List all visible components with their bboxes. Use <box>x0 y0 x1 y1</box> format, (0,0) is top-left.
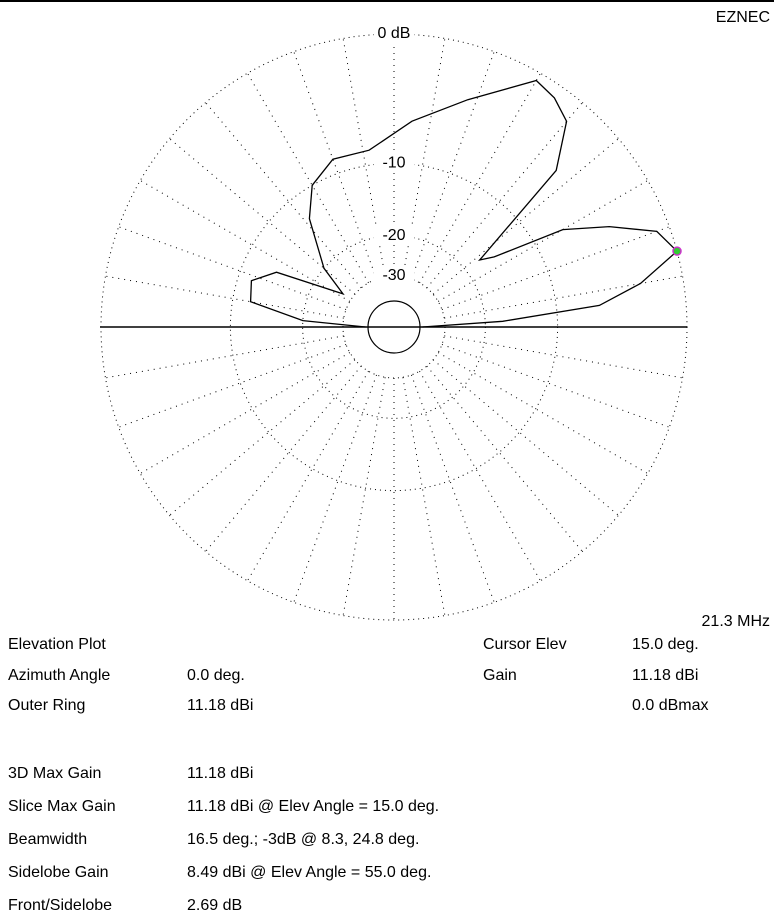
ring-label-bg <box>374 266 414 285</box>
info-text: Outer Ring <box>8 697 85 714</box>
spoke <box>441 343 670 428</box>
spoke <box>205 365 362 552</box>
spoke <box>444 275 683 319</box>
spoke <box>419 73 541 284</box>
spoke <box>169 359 356 516</box>
brand: EZNEC <box>716 9 770 26</box>
info-text: 15.0 deg. <box>632 636 699 653</box>
info-text: Slice Max Gain <box>8 798 116 815</box>
spoke <box>140 180 351 302</box>
info-text: Azimuth Angle <box>8 667 110 684</box>
spoke <box>105 335 344 379</box>
info-text: Cursor Elev <box>483 636 567 653</box>
info-text: 2.69 dB <box>187 897 242 914</box>
ring-label: 0 dB <box>378 25 411 42</box>
spoke <box>342 377 386 616</box>
spoke <box>247 370 369 581</box>
spoke <box>205 102 362 289</box>
info-text: Gain <box>483 667 517 684</box>
info-text: Sidelobe Gain <box>8 864 109 881</box>
spoke <box>105 275 344 319</box>
spoke <box>169 138 356 295</box>
spoke <box>342 38 386 277</box>
info-text: Front/Sidelobe <box>8 897 112 914</box>
ring-label: -10 <box>382 155 405 172</box>
spoke <box>426 102 583 289</box>
spoke <box>444 335 683 379</box>
spoke <box>426 365 583 552</box>
spoke <box>118 343 347 428</box>
info-text: 8.49 dBi @ Elev Angle = 55.0 deg. <box>187 864 431 881</box>
spoke <box>432 138 619 295</box>
spoke <box>410 51 495 280</box>
info-text: 0.0 dBmax <box>632 697 708 714</box>
ring-label: -30 <box>382 267 405 284</box>
spoke <box>437 352 648 474</box>
spoke <box>293 374 378 603</box>
ring-label-bg <box>374 25 414 43</box>
info-text: 11.18 dBi <box>187 765 253 782</box>
spoke <box>140 352 351 474</box>
info-text: 11.18 dBi <box>632 667 698 684</box>
cursor <box>672 246 682 256</box>
pattern <box>249 79 678 328</box>
spoke <box>402 38 446 277</box>
ring-label-bg <box>374 226 414 245</box>
info-text: 11.18 dBi @ Elev Angle = 15.0 deg. <box>187 798 439 815</box>
ring-label: -20 <box>382 227 405 244</box>
frequency: 21.3 MHz <box>702 613 770 630</box>
spoke <box>432 359 619 516</box>
spoke <box>441 226 670 311</box>
info-text: Elevation Plot <box>8 636 106 653</box>
info-text: Beamwidth <box>8 831 87 848</box>
spoke <box>437 180 648 302</box>
info-text: 16.5 deg.; -3dB @ 8.3, 24.8 deg. <box>187 831 419 848</box>
spoke <box>118 226 347 311</box>
spoke <box>419 370 541 581</box>
ring-label-bg <box>374 154 414 173</box>
spoke <box>293 51 378 280</box>
info-text: 0.0 deg. <box>187 667 245 684</box>
spoke <box>402 377 446 616</box>
info-text: 3D Max Gain <box>8 765 101 782</box>
info-text: 11.18 dBi <box>187 697 253 714</box>
spoke <box>410 374 495 603</box>
spoke <box>247 73 369 284</box>
